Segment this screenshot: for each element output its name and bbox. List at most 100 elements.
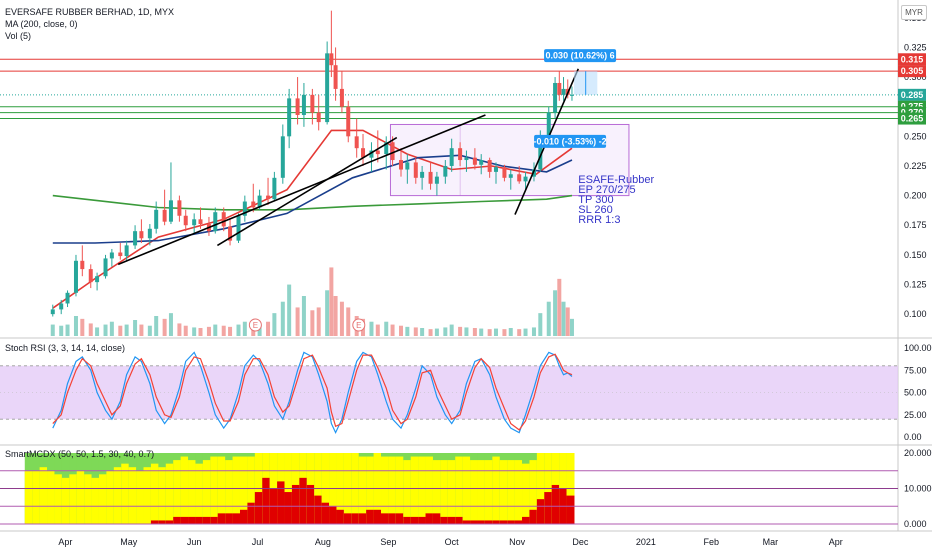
volume-bar (206, 326, 211, 336)
volume-bar (257, 324, 262, 336)
mcdx-tick-label: 0.000 (904, 519, 927, 529)
volume-bar (80, 318, 85, 336)
candle-body (325, 53, 330, 123)
mcdx-red-bar (514, 520, 523, 524)
mcdx-yellow-bar (91, 477, 100, 524)
mcdx-yellow-bar (165, 463, 174, 524)
volume-bar (557, 278, 562, 336)
mcdx-yellow-bar (432, 460, 441, 524)
mcdx-yellow-bar (69, 474, 78, 524)
mcdx-red-bar (373, 509, 382, 524)
mcdx-yellow-bar (403, 460, 412, 524)
trendline (216, 136, 398, 247)
mcdx-yellow-bar (418, 456, 427, 524)
candle-body (354, 136, 359, 149)
mcdx-yellow-bar (54, 474, 63, 524)
volume-bar (553, 290, 558, 336)
candle-body (375, 150, 380, 155)
mcdx-red-bar (321, 502, 330, 524)
mcdx-yellow-bar (507, 460, 516, 524)
mcdx-red-bar (544, 492, 553, 524)
mcdx-yellow-bar (61, 477, 70, 524)
mcdx-red-bar (195, 516, 204, 524)
candle-body (95, 276, 100, 283)
candle-body (257, 195, 262, 208)
candle-body (508, 174, 513, 178)
mcdx-red-bar (388, 513, 397, 524)
annotation-text: ESAFE-Rubber (578, 174, 654, 186)
price-badge (898, 65, 926, 78)
volume-bar (236, 324, 241, 336)
volume-bar (502, 329, 507, 336)
mcdx-yellow-bar (225, 460, 234, 524)
candle-body (139, 231, 144, 239)
mcdx-yellow-bar (425, 456, 434, 524)
x-tick-label: Apr (58, 537, 72, 547)
candle-body (339, 88, 344, 107)
mcdx-yellow-bar (239, 456, 248, 524)
candle-body (147, 228, 152, 239)
earnings-marker-label: E (356, 321, 361, 330)
mcdx-red-bar (225, 513, 234, 524)
candle-body (301, 94, 306, 115)
mcdx-red-bar (306, 484, 315, 524)
x-tick-label: Jul (252, 537, 264, 547)
mcdx-yellow-bar (381, 456, 389, 524)
vol-label: Vol (5) (5, 31, 32, 41)
volume-bar (177, 323, 182, 336)
candle-body (133, 231, 138, 246)
mcdx-red-bar (366, 509, 375, 524)
annotation-text: SL 260 (578, 204, 612, 216)
candle-body (329, 53, 334, 66)
candle-body (177, 200, 182, 216)
x-tick-label: Apr (829, 537, 843, 547)
stoch-k-line (52, 351, 573, 435)
mcdx-red-bar (150, 520, 159, 524)
volume-bar (162, 318, 167, 336)
mcdx-yellow-bar (202, 460, 211, 524)
candle-body (553, 82, 558, 113)
volume-bar (569, 318, 574, 336)
price-badge (898, 112, 926, 125)
candle-body (443, 165, 448, 177)
volume-bar (287, 284, 292, 336)
volume-bar (420, 328, 425, 336)
mcdx-red-bar (418, 516, 427, 524)
candle-body (361, 148, 366, 158)
mcdx-red-bar (536, 499, 545, 524)
mcdx-tick-label: 10.000 (904, 484, 932, 494)
mcdx-yellow-bar (32, 470, 41, 524)
mcdx-red-bar (477, 520, 486, 524)
mcdx-yellow-bar (84, 474, 93, 524)
mcdx-red-bar (291, 484, 300, 524)
mcdx-yellow-bar (150, 463, 159, 524)
volume-bar (50, 324, 55, 336)
earnings-marker-label: E (253, 321, 258, 330)
mcdx-yellow-bar (195, 463, 204, 524)
volume-bar (493, 328, 498, 336)
mcdx-red-bar (381, 513, 389, 524)
candle-body (287, 98, 292, 137)
volume-bar (339, 301, 344, 336)
candle-body (390, 142, 395, 161)
mcdx-red-bar (470, 520, 478, 524)
mcdx-red-bar (202, 516, 211, 524)
candle-body (154, 209, 159, 229)
mcdx-red-bar (188, 516, 196, 524)
mcdx-yellow-bar (232, 456, 241, 524)
currency-badge[interactable]: MYR (901, 5, 927, 20)
volume-bar (310, 310, 315, 336)
candle-body (236, 215, 241, 241)
candle-body (168, 200, 173, 222)
mcdx-red-bar (425, 513, 434, 524)
mcdx-red-bar (492, 520, 501, 524)
volume-bar (192, 327, 197, 336)
candle-body (479, 160, 484, 165)
mcdx-yellow-bar (470, 460, 478, 524)
candle-body (65, 292, 70, 304)
mcdx-yellow-bar (484, 460, 493, 524)
volume-bar (546, 301, 551, 336)
candle-body (266, 195, 271, 200)
volume-bar (103, 324, 108, 336)
y-tick-label: 0.125 (904, 280, 927, 290)
